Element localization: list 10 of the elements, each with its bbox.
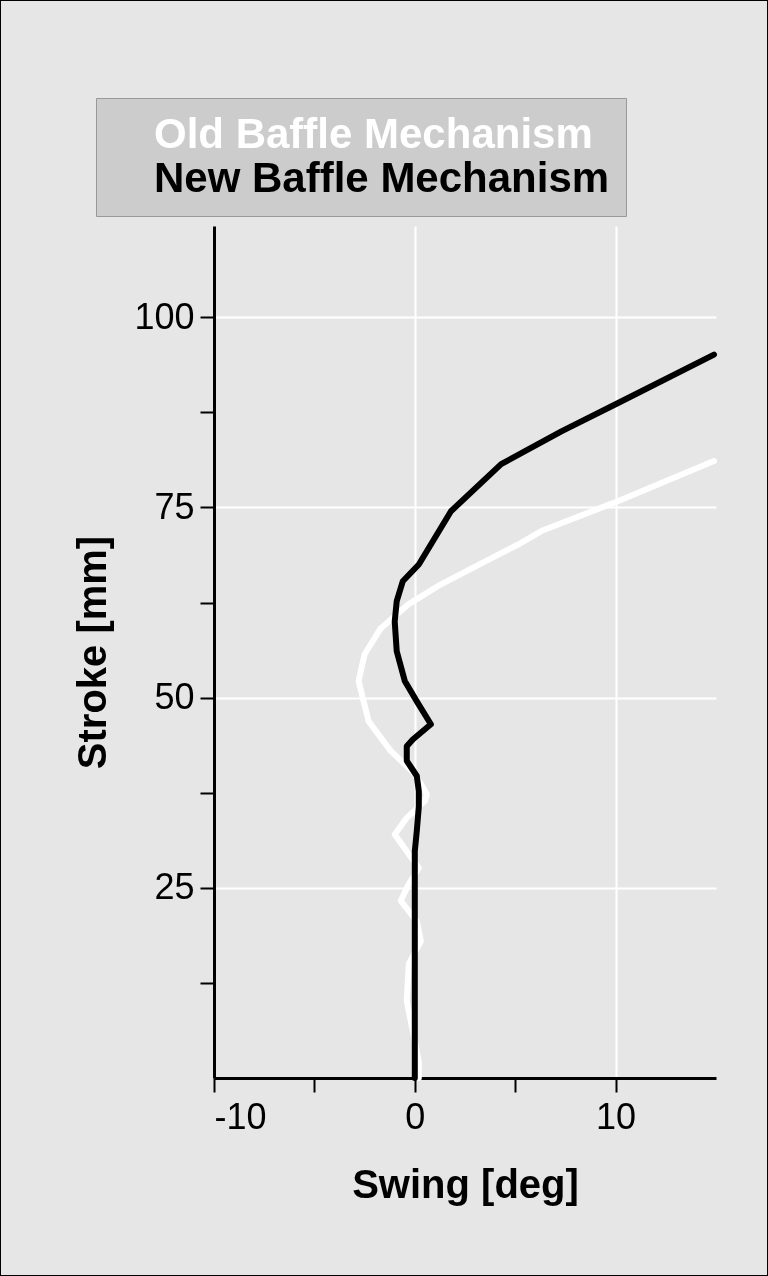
x-tick-label: 0 — [405, 1095, 426, 1137]
y-tick-label: 50 — [154, 676, 195, 718]
y-tick-label: 25 — [154, 866, 195, 908]
x-tick-label: -10 — [214, 1095, 267, 1137]
text: New Baffle Mechanism — [154, 154, 610, 201]
x-axis-title: Swing [deg] — [352, 1161, 579, 1206]
x-tick-label: 10 — [596, 1095, 637, 1137]
y-tick-label: 100 — [134, 295, 195, 337]
y-axis-title: Stroke [mm] — [70, 535, 115, 770]
y-tick-label: 75 — [154, 485, 195, 527]
